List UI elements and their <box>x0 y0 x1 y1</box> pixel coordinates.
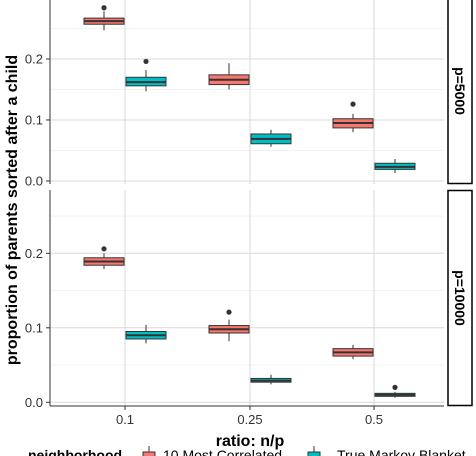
strip-box <box>447 0 473 185</box>
legend-key-10-most-correlated <box>142 446 156 456</box>
outlier-point <box>101 246 107 252</box>
box-true-markov-blanket-0-5 <box>374 158 416 174</box>
legend-key-true-markov-blanket <box>307 446 321 456</box>
y-tick-label: 0.2 <box>25 51 43 66</box>
legend-label: 10 Most Correlated <box>163 447 282 456</box>
legend-label: True Markov Blanket <box>337 447 466 456</box>
box-10-most-correlated-0-5 <box>332 101 374 133</box>
box-true-markov-blanket-0-1 <box>125 58 167 92</box>
legend-key-box <box>307 451 321 456</box>
legend-title: neighborhood <box>28 447 122 456</box>
box-10-most-correlated-0-1 <box>83 246 125 269</box>
outlier-point <box>392 384 398 390</box>
plot-panels: 0.0 0.1 0.2 p=5000 0.0 0.1 0.2 p=10000 0.1 0.25 0.… <box>25 0 473 427</box>
x-tick-label: 0.5 <box>365 412 383 427</box>
box-true-markov-blanket-0-25 <box>250 129 292 147</box>
outlier-point <box>143 58 149 65</box>
outlier-point <box>350 101 356 107</box>
x-axis-title: ratio: n/p <box>216 433 285 450</box>
y-tick-label: 0.1 <box>25 112 43 127</box>
legend: neighborhood 10 Most Correlated True Mark… <box>28 446 466 456</box>
panel-p-10000: 0.0 0.1 0.2 p=10000 <box>25 189 473 410</box>
box-10-most-correlated-0-25 <box>208 309 250 342</box>
box-10-most-correlated-0-1 <box>83 5 125 31</box>
box-true-markov-blanket-0-25 <box>250 374 292 385</box>
strip-box <box>447 189 473 407</box>
box-true-markov-blanket-0-1 <box>125 324 167 344</box>
y-tick-label: 0.0 <box>25 395 43 410</box>
y-axis-title: proportion of parents sorted after a chi… <box>4 55 21 365</box>
outlier-point <box>101 5 107 11</box>
x-tick-label: 0.25 <box>237 412 262 427</box>
box-true-markov-blanket-0-5 <box>374 384 416 398</box>
panel-background <box>50 190 444 406</box>
x-tick-label: 0.1 <box>116 412 134 427</box>
y-tick-label: 0.2 <box>25 246 43 261</box>
panel-background <box>50 0 444 184</box>
outlier-point <box>226 309 232 315</box>
panel-p-5000: 0.0 0.1 0.2 p=5000 <box>25 0 473 188</box>
strip-label: p=5000 <box>452 67 468 115</box>
y-tick-label: 0.0 <box>25 173 43 188</box>
y-tick-label: 0.1 <box>25 320 43 335</box>
box-10-most-correlated-0-25 <box>208 63 250 90</box>
strip-label: p=10000 <box>452 270 468 326</box>
legend-key-box <box>142 451 156 456</box>
box-10-most-correlated-0-5 <box>332 344 374 360</box>
